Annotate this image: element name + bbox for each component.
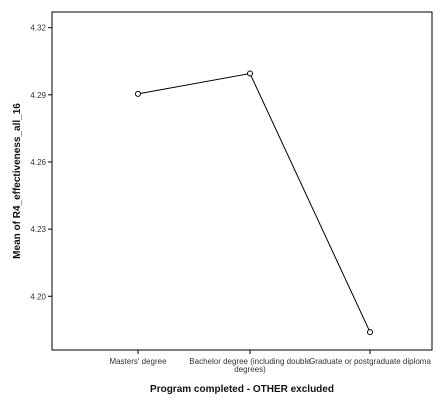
data-point [367,329,373,336]
data-point [135,90,141,97]
plot-area [51,11,433,351]
series-layer [135,70,373,336]
data-point [247,70,253,77]
x-tick-label-line: Bachelor degree (including double [189,357,311,366]
x-tick-label-line: Masters' degree [109,357,167,366]
y-tick-label: 4.26 [30,158,46,167]
y-axis-title: Mean of R4_effectiveness_all_16 [12,103,23,259]
x-tick-label: Bachelor degree (including double degrees… [189,357,311,374]
y-tick-label: 4.20 [30,292,46,301]
y-tick-label: 4.29 [30,91,46,100]
y-axis-ticks: 4.20 4.23 4.26 4.29 4.32 [30,24,52,301]
series-line [137,72,371,333]
x-tick-label-line: Graduate or postgraduate diploma [309,357,431,366]
x-tick-label: Masters' degree [109,357,167,366]
y-tick-label: 4.32 [30,24,46,33]
x-axis-ticks: Masters' degree Bachelor degree (includin… [109,350,431,374]
x-tick-label-line: degrees) [234,365,266,374]
x-axis-title: Program completed - OTHER excluded [150,384,334,395]
x-tick-label: Graduate or postgraduate diploma [309,357,431,366]
y-tick-label: 4.23 [30,225,46,234]
